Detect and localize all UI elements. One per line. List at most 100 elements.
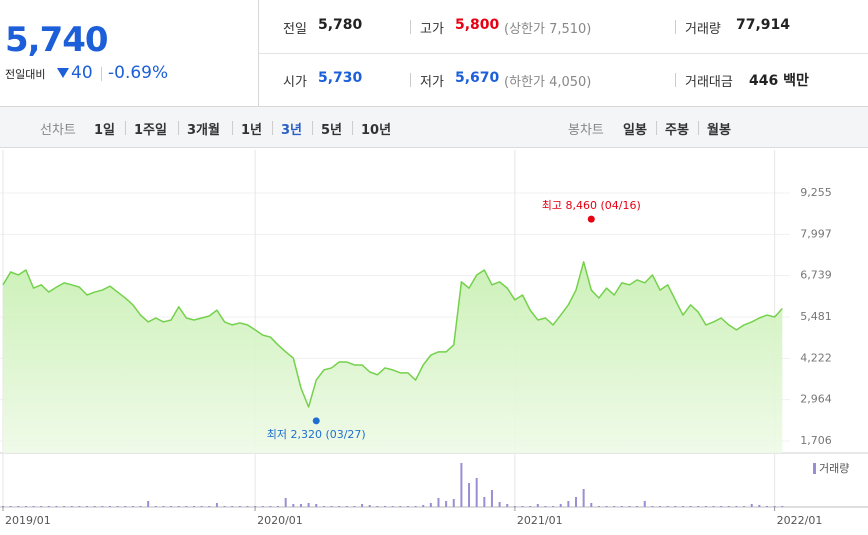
volume-bar — [391, 506, 394, 507]
period-tab[interactable]: 5년 — [321, 123, 343, 138]
volume-bar — [231, 506, 234, 507]
volume-bar — [384, 506, 386, 507]
quote-panel: 5,740 전일대비 40 -0.69% 전일 5,780 고가 5,800 (… — [0, 0, 868, 107]
period-tab[interactable]: 1일 — [94, 123, 116, 138]
volume-bar — [704, 506, 707, 507]
volume-bar — [506, 504, 509, 507]
volume-bar — [368, 505, 371, 507]
stat-value: 5,670 — [455, 70, 500, 86]
volume-bar — [101, 506, 104, 507]
volume-bar — [292, 504, 295, 507]
stat-value: 5,730 — [318, 70, 363, 86]
x-tick-label: 2022/01 — [777, 514, 823, 527]
volume-bar — [536, 504, 539, 507]
change: 40 — [71, 63, 93, 83]
volume-bar — [24, 506, 27, 507]
period-tab-selected[interactable]: 3년 — [281, 123, 303, 138]
volume-bar — [108, 506, 111, 507]
volume-bar — [399, 506, 402, 507]
volume-bar — [361, 504, 364, 507]
volume-bar — [582, 489, 585, 507]
separator — [272, 121, 273, 135]
legend-swatch — [813, 463, 816, 474]
y-tick-label: 6,739 — [800, 269, 832, 282]
volume-bar — [559, 504, 562, 507]
volume-bar — [636, 506, 639, 507]
volume-bar — [735, 506, 738, 507]
candle-tab[interactable]: 주봉 — [665, 123, 689, 138]
volume-bar — [215, 503, 218, 507]
x-tick-label: 2019/01 — [5, 514, 51, 527]
change-label: 전일대비 — [5, 68, 46, 81]
annotation-dot — [312, 417, 320, 425]
volume-bar — [781, 506, 784, 507]
x-tick-label: 2020/01 — [257, 514, 303, 527]
tab-group-label: 봉차트 — [568, 123, 604, 138]
y-tick-label: 2,964 — [800, 393, 832, 406]
volume-bar — [521, 506, 524, 507]
volume-bar — [177, 506, 180, 507]
volume-bar — [315, 504, 318, 507]
volume-bar — [269, 506, 272, 507]
candle-tab[interactable]: 월봉 — [707, 123, 731, 138]
volume-bar — [154, 506, 157, 507]
volume-bar — [162, 506, 165, 507]
price-chart: 1,706 2,964 4,222 5,481 6,739 7,997 9,255 2019/… — [0, 150, 868, 527]
volume-bar — [712, 506, 715, 507]
volume-bar — [483, 497, 486, 507]
separator — [656, 121, 657, 135]
volume-bar — [681, 506, 684, 507]
volume-bar — [55, 506, 58, 507]
volume-bar — [200, 506, 203, 507]
period-tab[interactable]: 3개월 — [187, 123, 220, 138]
separator — [675, 20, 676, 34]
separator — [698, 121, 699, 135]
volume-bar — [238, 506, 241, 507]
separator — [410, 20, 411, 34]
volume-bar — [445, 501, 448, 507]
volume-bar — [567, 501, 570, 507]
separator — [125, 121, 126, 135]
volume-bar — [651, 506, 654, 507]
volume-bar — [414, 506, 417, 507]
stat-note: (상한가 7,510) — [504, 22, 592, 37]
annotation-dot — [587, 215, 595, 223]
period-tab[interactable]: 10년 — [361, 123, 392, 138]
volume-bar — [666, 506, 669, 507]
volume-bar — [620, 506, 623, 507]
volume-bar — [330, 506, 333, 507]
volume-bar — [429, 503, 432, 507]
volume-bar — [468, 483, 471, 507]
volume-bar — [758, 505, 761, 507]
volume-bar — [185, 506, 188, 507]
volume-bar — [338, 506, 341, 507]
volume-bar — [376, 506, 379, 507]
volume-bar — [773, 506, 776, 507]
volume-bar — [590, 503, 593, 507]
candle-tab[interactable]: 일봉 — [623, 123, 647, 138]
separator — [675, 73, 676, 87]
tab-group-label: 선차트 — [40, 123, 76, 138]
volume-bar — [322, 506, 325, 507]
volume-bar — [406, 506, 409, 507]
y-tick-label: 7,997 — [800, 227, 832, 240]
stat-value: 77,914 — [736, 17, 791, 33]
volume-bar — [613, 506, 616, 507]
volume-bar — [86, 506, 89, 507]
volume-bar — [9, 506, 12, 507]
separator — [101, 67, 102, 81]
period-tab[interactable]: 1주일 — [134, 123, 167, 138]
volume-bar — [147, 501, 150, 507]
volume-bar — [605, 506, 608, 507]
stat-label: 시가 — [283, 75, 307, 90]
separator — [352, 121, 353, 135]
volume-bar — [208, 506, 211, 507]
period-tab[interactable]: 1년 — [241, 123, 263, 138]
volume-bar — [422, 505, 425, 507]
volume-bar — [743, 506, 746, 507]
volume-bar — [513, 506, 516, 507]
volume-bar — [116, 506, 119, 507]
volume-bar — [674, 506, 677, 507]
stat-value: 446 백만 — [749, 73, 809, 89]
